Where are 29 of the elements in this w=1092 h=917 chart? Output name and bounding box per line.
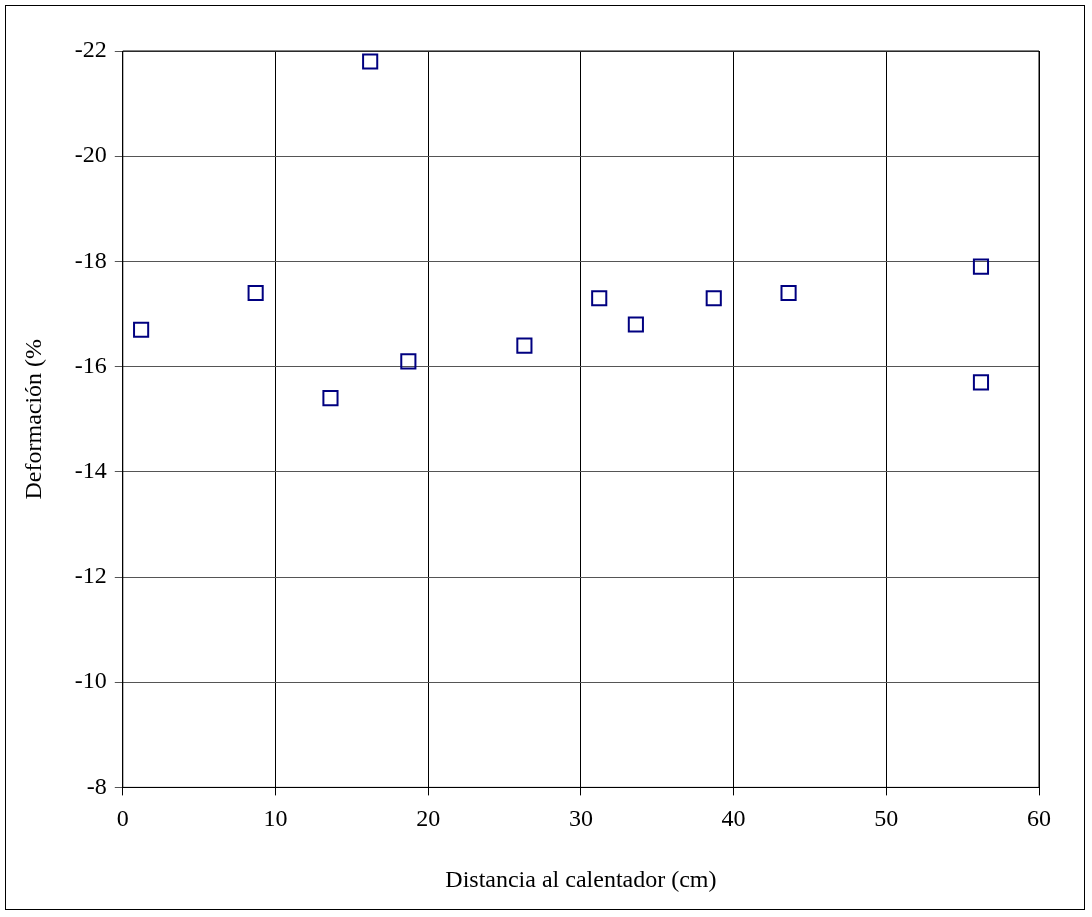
- x-tick-label: 10: [263, 805, 288, 832]
- x-tick-label: 20: [416, 805, 441, 832]
- x-tick-label: 60: [1027, 805, 1051, 832]
- point: [516, 337, 533, 354]
- point: [591, 290, 608, 307]
- y-tick-label: -14: [74, 457, 107, 484]
- y-tick-label: -18: [74, 246, 107, 273]
- y-tick-label: -16: [74, 351, 107, 378]
- point: [627, 316, 644, 333]
- point: [133, 321, 150, 338]
- point: [400, 353, 417, 370]
- y-axis-title: Deformación (%: [19, 338, 46, 500]
- point: [972, 258, 990, 275]
- x-tick-label: 0: [116, 805, 129, 832]
- y-tick-label: -10: [74, 667, 107, 694]
- y-tick-label: -20: [74, 141, 107, 168]
- x-tick-label: 30: [568, 805, 593, 832]
- x-tick-label: 50: [874, 805, 899, 832]
- y-tick-label: -8: [86, 772, 107, 799]
- x-tick-label: 40: [721, 805, 746, 832]
- point: [705, 290, 722, 307]
- point: [972, 374, 990, 391]
- y-tick-label: -12: [74, 562, 107, 589]
- x-axis-title: Distancia al calentador (cm): [445, 865, 717, 892]
- point: [362, 53, 379, 70]
- y-tick-label: -22: [74, 36, 107, 63]
- point: [322, 390, 339, 407]
- point: [247, 284, 264, 302]
- point: [780, 284, 797, 302]
